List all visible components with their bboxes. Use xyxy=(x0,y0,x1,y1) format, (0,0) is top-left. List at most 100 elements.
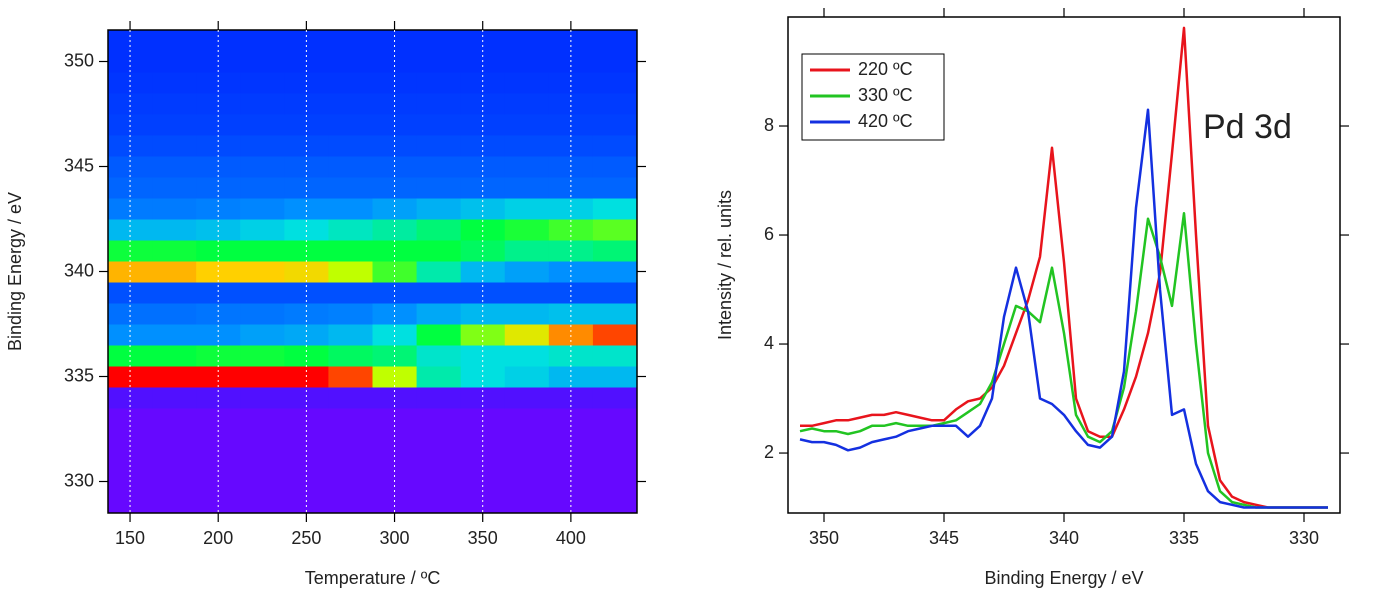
heat-cell xyxy=(416,135,462,157)
heat-cell xyxy=(548,408,594,430)
heat-cell xyxy=(196,198,241,220)
heat-cell xyxy=(328,72,373,94)
heat-cell xyxy=(548,72,594,94)
x-tick-label: 150 xyxy=(115,528,145,548)
heat-cell xyxy=(416,324,462,346)
heat-cell xyxy=(592,219,638,241)
heat-cell xyxy=(416,261,462,283)
heat-cell xyxy=(328,387,373,409)
heat-cell xyxy=(592,72,638,94)
data-line xyxy=(800,26,1328,509)
heat-cell xyxy=(328,156,373,178)
heat-cell xyxy=(592,93,638,115)
heat-cell xyxy=(240,198,285,220)
heat-cell xyxy=(548,387,594,409)
heat-cell xyxy=(592,156,638,178)
heat-cell xyxy=(372,492,418,514)
heat-cell xyxy=(152,282,197,304)
heat-cell xyxy=(416,345,462,367)
heat-cell xyxy=(372,219,418,241)
x-tick-label: 335 xyxy=(1169,528,1199,548)
heat-cell xyxy=(196,114,241,136)
heat-cell xyxy=(416,303,462,325)
heat-cell xyxy=(504,72,550,94)
heat-cell xyxy=(416,282,462,304)
heat-cell xyxy=(548,492,594,514)
y-axis-label: Intensity / rel. units xyxy=(715,190,735,340)
heat-cell xyxy=(328,303,373,325)
y-axis-label: Binding Energy / eV xyxy=(5,192,25,351)
y-tick-label: 350 xyxy=(64,50,94,70)
heat-cell xyxy=(372,72,418,94)
heat-cell xyxy=(152,177,197,199)
heat-cell xyxy=(328,114,373,136)
heat-cell xyxy=(284,177,329,199)
heat-cell xyxy=(152,198,197,220)
heat-cell xyxy=(284,93,329,115)
heat-cell xyxy=(592,30,638,52)
heat-cell xyxy=(460,72,506,94)
heat-cell xyxy=(196,387,241,409)
heat-cell xyxy=(240,219,285,241)
heat-cell xyxy=(504,261,550,283)
heat-cell xyxy=(504,177,550,199)
heat-cell xyxy=(152,72,197,94)
heat-cell xyxy=(548,114,594,136)
heat-cell xyxy=(372,429,418,451)
x-tick-label: 345 xyxy=(929,528,959,548)
heat-cell xyxy=(592,366,638,388)
heat-cell xyxy=(152,471,197,493)
heat-cell xyxy=(416,30,462,52)
heat-cell xyxy=(108,324,153,346)
heat-cell xyxy=(416,156,462,178)
heat-cell xyxy=(328,492,373,514)
heat-cell xyxy=(416,450,462,472)
heat-cell xyxy=(460,492,506,514)
heat-cell xyxy=(504,303,550,325)
y-tick-label: 6 xyxy=(764,224,774,244)
heat-cell xyxy=(240,114,285,136)
heat-cell xyxy=(108,492,153,514)
y-tick-label: 335 xyxy=(64,365,94,385)
heat-cell xyxy=(328,135,373,157)
heat-cell xyxy=(196,324,241,346)
y-tick-label: 345 xyxy=(64,155,94,175)
heat-cell xyxy=(592,450,638,472)
heat-cell xyxy=(240,492,285,514)
heat-cell xyxy=(416,366,462,388)
heat-cell xyxy=(196,429,241,451)
heat-cell xyxy=(592,282,638,304)
heat-cell xyxy=(504,93,550,115)
heat-cell xyxy=(504,387,550,409)
heat-cell xyxy=(504,429,550,451)
heat-cell xyxy=(240,450,285,472)
heat-cell xyxy=(196,93,241,115)
heat-cell xyxy=(416,471,462,493)
heat-cell xyxy=(152,30,197,52)
heat-cell xyxy=(548,93,594,115)
heat-cell xyxy=(328,282,373,304)
y-tick-label: 4 xyxy=(764,333,774,353)
heat-cell xyxy=(108,387,153,409)
heat-cell xyxy=(460,198,506,220)
heat-cell xyxy=(240,177,285,199)
heat-cell xyxy=(284,282,329,304)
heat-cell xyxy=(152,93,197,115)
heat-cell xyxy=(152,429,197,451)
heat-cell xyxy=(592,408,638,430)
heat-cell xyxy=(108,198,153,220)
heat-cell xyxy=(416,177,462,199)
heat-cell xyxy=(328,408,373,430)
data-line xyxy=(799,211,1328,509)
heat-cell xyxy=(108,303,153,325)
heat-cell xyxy=(284,408,329,430)
heat-cell xyxy=(328,240,373,262)
heat-cell xyxy=(328,93,373,115)
heat-cell xyxy=(504,219,550,241)
x-tick-label: 300 xyxy=(380,528,410,548)
heat-cell xyxy=(460,429,506,451)
x-tick-label: 350 xyxy=(809,528,839,548)
heat-cell xyxy=(548,303,594,325)
heat-cell xyxy=(592,198,638,220)
heat-cell xyxy=(240,303,285,325)
